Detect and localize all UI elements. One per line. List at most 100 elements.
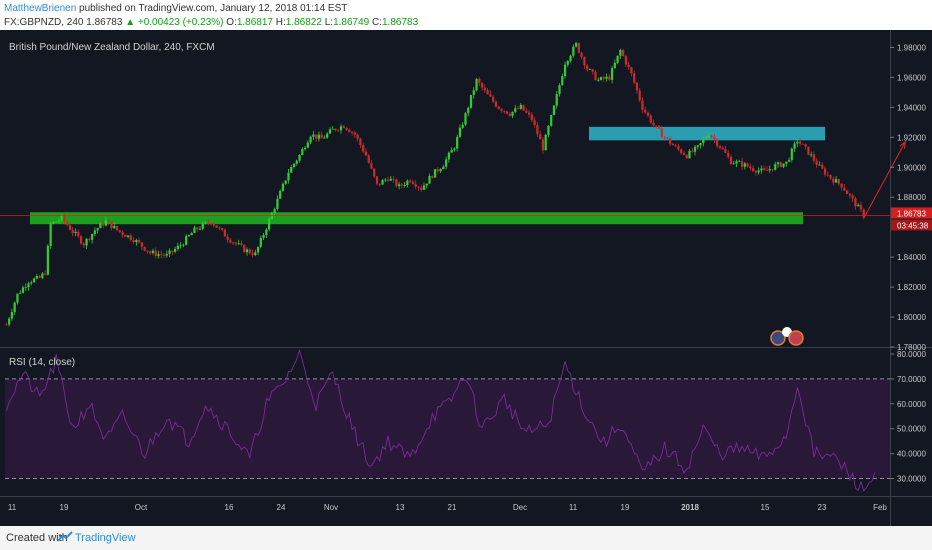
candle-body: [259, 237, 262, 247]
candle-body: [486, 90, 489, 95]
candle-body: [716, 139, 719, 146]
candle-body: [256, 246, 260, 253]
candle-body: [691, 150, 694, 152]
candle-body: [342, 126, 345, 128]
candle-body: [115, 225, 119, 231]
candle-body: [804, 144, 807, 147]
candle-body: [514, 108, 517, 112]
candle-body: [622, 50, 625, 57]
candle-body: [49, 223, 52, 246]
candle-body: [212, 223, 215, 226]
candle-body: [682, 153, 686, 155]
candle-body: [663, 137, 666, 139]
candle-body: [273, 209, 276, 214]
candle-body: [198, 228, 202, 230]
candle-body: [19, 292, 22, 294]
candle-body: [165, 253, 168, 256]
candle-body: [248, 249, 251, 254]
candle-body: [821, 164, 824, 169]
candle-body: [229, 239, 232, 243]
open-value: 1.86817: [236, 17, 273, 28]
flag-uk-icon[interactable]: [788, 330, 804, 346]
candle-body: [494, 101, 498, 107]
candle-body: [616, 55, 619, 63]
candle-body: [223, 229, 226, 237]
candle-body: [337, 130, 340, 132]
time-tick-label: 2018: [681, 503, 699, 512]
candle-body: [317, 134, 321, 139]
candle-body: [727, 152, 730, 157]
candle-body: [472, 90, 475, 95]
footer-bar: Created with TradingView: [0, 526, 932, 550]
candle-body: [832, 178, 835, 183]
candle-body: [345, 127, 348, 130]
chart-header: MatthewBrienen published on TradingView.…: [0, 0, 932, 30]
rsi-tick-label: 60.0000: [897, 400, 926, 409]
candle-body: [102, 223, 105, 226]
candle-body: [77, 231, 80, 237]
candle-body: [143, 246, 146, 251]
candle-body: [201, 223, 204, 229]
change-arrow-icon: ▲: [125, 17, 136, 28]
candle-body: [671, 143, 675, 146]
candle-body: [757, 170, 760, 173]
candle-body: [577, 42, 580, 53]
candle-body: [646, 112, 650, 116]
candle-body: [104, 220, 108, 226]
candle-body: [389, 178, 392, 181]
candle-body: [381, 180, 384, 185]
candle-body: [193, 227, 196, 234]
candle-body: [558, 85, 561, 95]
price-tick-label: 1.94000: [897, 103, 926, 112]
candle-body: [270, 213, 273, 219]
candle-body: [63, 215, 66, 222]
candle-body: [456, 136, 459, 149]
candle-body: [594, 71, 597, 81]
candle-body: [55, 221, 58, 223]
candle-body: [439, 169, 442, 172]
candle-body: [268, 218, 271, 230]
candle-body: [422, 185, 426, 190]
candle-body: [815, 160, 818, 165]
candle-body: [226, 236, 229, 240]
candle-body: [79, 236, 83, 244]
candle-body: [641, 100, 644, 110]
candle-body: [13, 302, 16, 313]
candle-body: [552, 105, 556, 115]
candle-body: [458, 127, 462, 137]
candle-body: [447, 152, 450, 160]
event-flags[interactable]: [770, 327, 804, 346]
candle-body: [707, 135, 710, 138]
candle-body: [312, 134, 315, 137]
candle-body: [527, 112, 531, 115]
tradingview-brand[interactable]: TradingView: [75, 532, 136, 544]
rsi-tick-label: 50.0000: [897, 425, 926, 434]
candle-body: [209, 223, 213, 224]
candle-body: [519, 104, 522, 109]
candle-body: [469, 94, 473, 108]
price-tick-label: 1.98000: [897, 43, 926, 52]
candle-body: [356, 134, 359, 139]
candle-body: [840, 183, 843, 188]
candle-body: [729, 156, 733, 165]
candle-body: [561, 76, 564, 86]
candle-body: [555, 94, 558, 106]
candle-body: [151, 250, 155, 254]
candle-body: [46, 245, 49, 275]
candle-body: [613, 62, 616, 69]
candle-body: [818, 164, 821, 166]
close-value: 1.86783: [382, 17, 419, 28]
zones: [30, 126, 825, 225]
candle-body: [480, 82, 484, 88]
event-flag-icon[interactable]: [770, 330, 786, 346]
candle-body: [569, 55, 572, 61]
created-with-label: Created with: [6, 532, 68, 544]
candle-body: [431, 175, 434, 178]
candle-body: [168, 250, 171, 254]
candle-body: [400, 184, 403, 186]
candle-body: [580, 52, 583, 58]
candle-body: [765, 169, 769, 171]
author-link[interactable]: MatthewBrienen: [4, 3, 77, 14]
candle-body: [660, 128, 663, 138]
